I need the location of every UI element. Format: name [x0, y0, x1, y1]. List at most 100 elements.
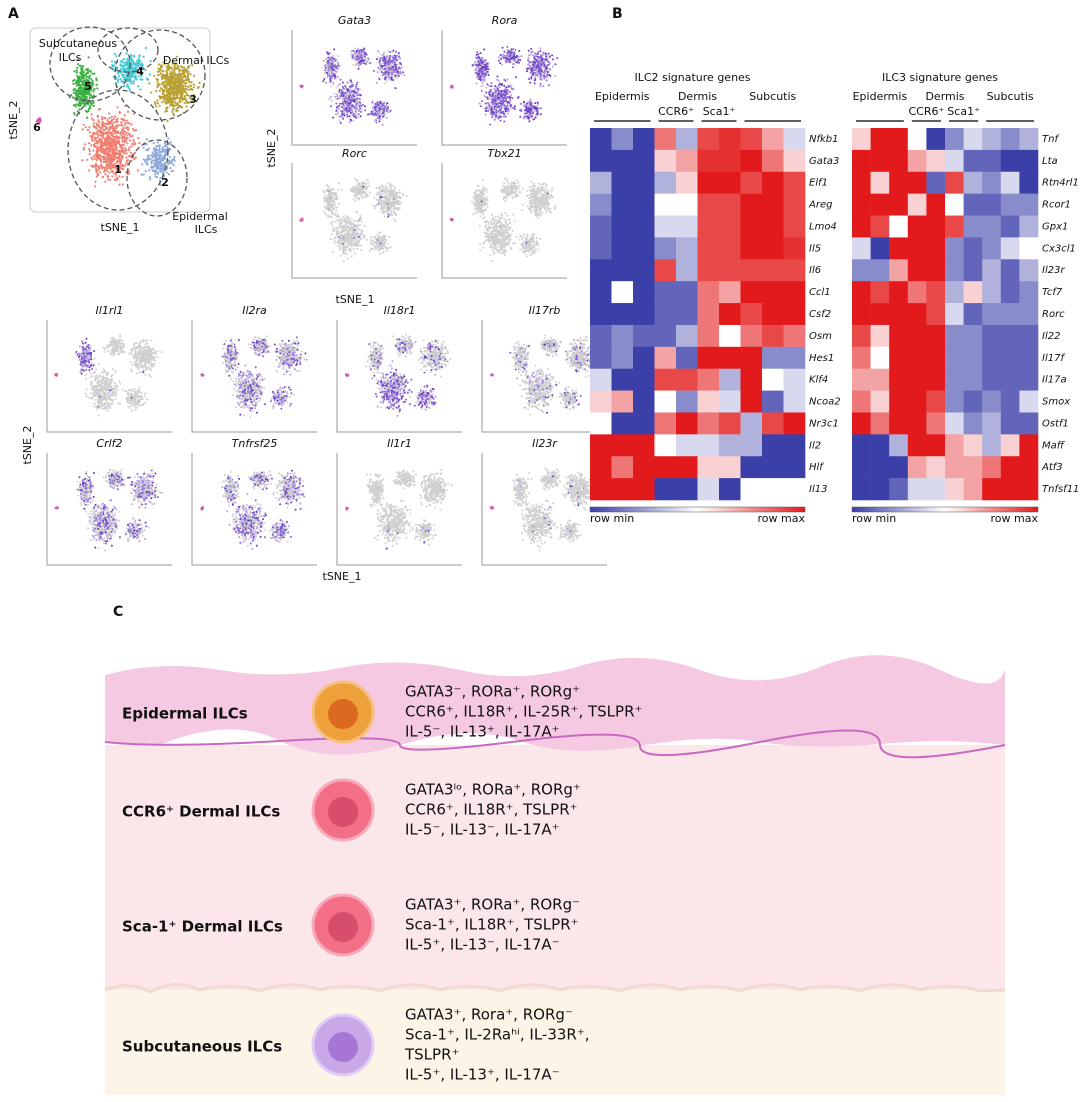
cell-dot: [126, 142, 128, 144]
cell-dot: [97, 116, 99, 118]
cell-dot: [89, 95, 91, 97]
cell-dot: [157, 71, 159, 73]
cell-dot: [395, 66, 397, 68]
cell-dot: [488, 99, 490, 101]
cell-dot: [98, 134, 100, 136]
cell-dot: [97, 136, 99, 138]
cluster-label: 4: [136, 65, 144, 78]
cell-dot: [99, 155, 101, 157]
marker-plots-top: Gata3RoraRorcTbx21tSNE_2tSNE_1: [265, 14, 567, 306]
cell-dot: [528, 77, 530, 79]
cell-dot: [325, 61, 327, 63]
cell-dot: [161, 159, 163, 161]
cell-dot: [537, 102, 539, 104]
cell-dot: [370, 113, 372, 115]
cell-dot: [119, 159, 121, 161]
cell-dot: [399, 57, 401, 59]
cell-dot: [548, 53, 550, 55]
cell-dot: [538, 60, 540, 62]
cell-dot: [334, 239, 336, 241]
cell-dot: [169, 75, 171, 77]
cell-dot: [158, 146, 160, 148]
cell-dot: [346, 253, 348, 255]
cell-dot: [531, 105, 533, 107]
cell-dot: [88, 108, 90, 110]
gene-title: Gata3: [338, 14, 371, 27]
cell-dot: [386, 250, 388, 252]
cell-dot: [110, 131, 112, 133]
cell-dot: [155, 90, 157, 92]
cell-dot: [114, 144, 116, 146]
cell-dot: [337, 55, 339, 57]
cell-dot: [89, 105, 91, 107]
cell-dot: [373, 70, 375, 72]
cell-dot: [83, 147, 85, 149]
cell-dot: [347, 88, 349, 90]
cell-dot: [124, 150, 126, 152]
cell-dot: [380, 247, 382, 249]
cell-dot: [92, 149, 94, 151]
cell-dot: [351, 104, 353, 106]
cell-dot: [120, 80, 122, 82]
cell-dot: [519, 56, 521, 58]
cell-dot: [93, 88, 95, 90]
cell-dot: [377, 50, 379, 52]
cell-dot: [119, 144, 121, 146]
cell-dot: [178, 69, 180, 71]
cell-dot: [538, 75, 540, 77]
cell-dot: [126, 134, 128, 136]
cell-dot: [360, 51, 362, 53]
cell-dot: [120, 121, 122, 123]
cell-dot: [358, 113, 360, 115]
cell-dot: [537, 110, 539, 112]
cell-dot: [79, 65, 81, 67]
cell-dot: [92, 102, 94, 104]
cell-dot: [158, 95, 160, 97]
cell-dot: [324, 68, 326, 70]
cell-dot: [122, 86, 124, 88]
cell-dot: [87, 76, 89, 78]
cell-dot: [111, 175, 113, 177]
cell-dot: [357, 60, 359, 62]
cell-dot: [88, 169, 90, 171]
cell-dot: [372, 102, 374, 104]
cell-dot: [358, 65, 360, 67]
cell-dot: [89, 102, 91, 104]
cell-dot: [97, 146, 99, 148]
cell-dot: [394, 55, 396, 57]
cell-dot: [477, 73, 479, 75]
cell-dot: [476, 51, 478, 53]
cell-dot: [337, 76, 339, 78]
cell-dot: [83, 96, 85, 98]
cell-dot: [162, 171, 164, 173]
cell-dot: [503, 51, 505, 53]
cell-dot: [146, 158, 148, 160]
cell-dot: [378, 77, 380, 79]
cell-dot: [347, 93, 349, 95]
cell-dot: [340, 255, 342, 257]
cell-dot: [395, 56, 397, 58]
cell-dot: [384, 52, 386, 54]
cell-dot: [384, 246, 386, 248]
cell-dot: [356, 234, 358, 236]
cell-dot: [114, 178, 116, 180]
cell-dot: [384, 78, 386, 80]
cell-dot: [78, 102, 80, 104]
cell-dot: [513, 63, 515, 65]
cell-dot: [86, 117, 88, 119]
cell-dot: [482, 82, 484, 84]
cell-dot: [332, 117, 334, 119]
cell-dot: [544, 65, 546, 67]
cell-dot: [496, 105, 498, 107]
cell-dot: [527, 63, 529, 65]
cell-dot: [127, 122, 129, 124]
cell-dot: [330, 72, 332, 74]
cell-dot: [106, 123, 108, 125]
cell-dot: [377, 104, 379, 106]
cell-dot: [101, 123, 103, 125]
cell-dot: [113, 148, 115, 150]
cell-dot: [133, 55, 135, 57]
axis-title: tSNE_2: [7, 101, 20, 140]
cell-dot: [72, 83, 74, 85]
cluster-label: 2: [161, 176, 169, 189]
